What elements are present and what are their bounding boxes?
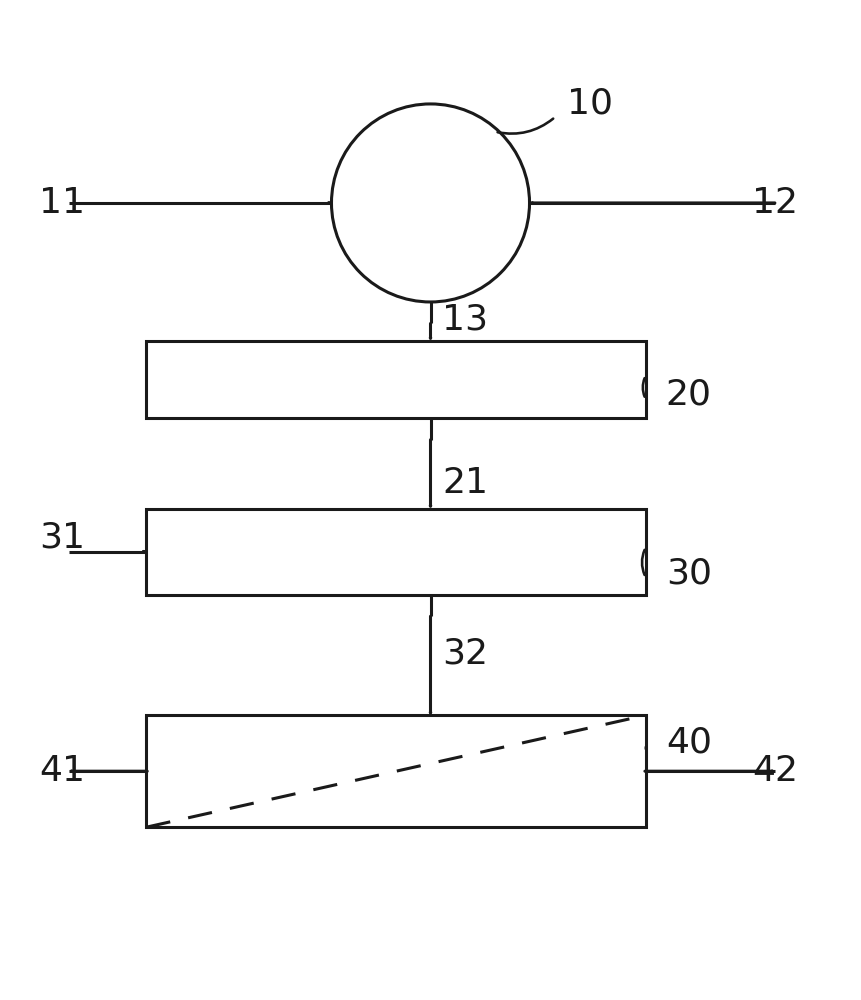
Text: 42: 42	[752, 754, 798, 788]
Text: 30: 30	[666, 556, 712, 590]
Text: 41: 41	[39, 754, 85, 788]
Text: 13: 13	[442, 302, 488, 336]
Bar	[146, 341, 646, 418]
Bar	[146, 715, 646, 827]
Text: 10: 10	[567, 87, 613, 121]
Text: 12: 12	[752, 186, 798, 220]
Text: 40: 40	[666, 726, 712, 760]
Text: 11: 11	[39, 186, 85, 220]
Text: 31: 31	[39, 520, 85, 554]
Text: 32: 32	[442, 636, 488, 670]
Text: 20: 20	[666, 378, 712, 412]
Text: 21: 21	[442, 466, 488, 500]
Bar	[146, 509, 646, 595]
